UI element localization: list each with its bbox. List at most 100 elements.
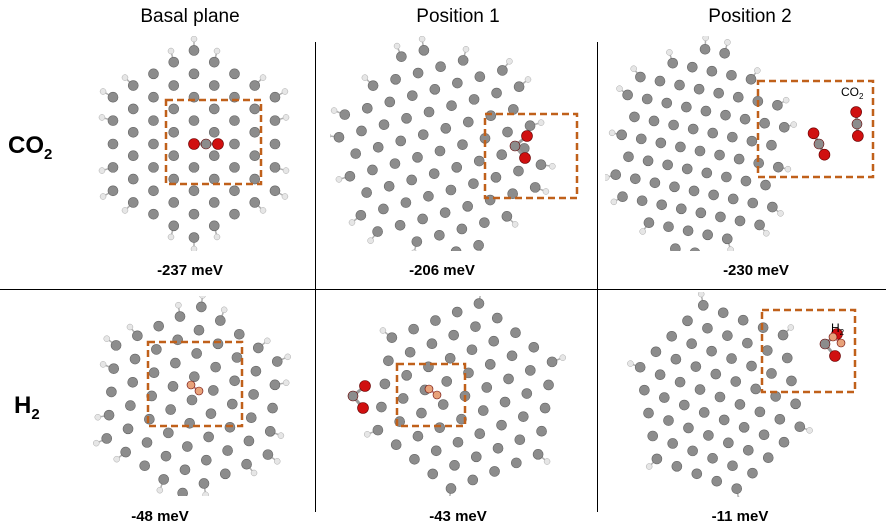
carbon-atom <box>663 221 674 233</box>
carbon-atom <box>372 424 384 436</box>
panel-co2-position-1 <box>330 36 579 251</box>
carbon-atom <box>630 173 641 185</box>
carbon-atom <box>778 436 790 448</box>
carbon-atom <box>428 168 440 179</box>
carbon-atom <box>188 68 200 80</box>
carbon-atom <box>635 71 646 83</box>
carbon-atom <box>484 194 496 206</box>
hydrogen-atom <box>103 335 111 342</box>
carbon-atom <box>707 127 719 139</box>
carbon-atom <box>101 433 113 444</box>
carbon-atom <box>226 398 238 410</box>
carbon-atom <box>484 359 496 370</box>
carbon-atom <box>450 246 462 251</box>
carbon-atom <box>196 301 207 313</box>
carbon-atom <box>165 404 176 415</box>
carbon-atom <box>727 460 738 472</box>
carbon-atom <box>468 178 479 189</box>
carbon-atom <box>407 90 418 101</box>
carbon-atom <box>468 94 480 105</box>
carbon-atom <box>168 80 180 91</box>
hydrogen-atom <box>99 88 107 95</box>
carbon-atom <box>499 396 511 408</box>
carbon-atom <box>727 193 739 205</box>
carbon-atom <box>389 158 401 169</box>
hydrogen-atom <box>379 327 387 334</box>
carbon-atom <box>642 155 654 167</box>
hydrogen-atom <box>281 88 289 95</box>
carbon-atom <box>350 148 362 159</box>
carbon-atom <box>525 365 536 376</box>
hydrogen-atom <box>156 486 164 494</box>
carbon-atom <box>234 328 245 340</box>
carbon-atom <box>760 179 771 191</box>
carbon-atom <box>669 181 680 193</box>
carbon-atom <box>372 226 383 237</box>
carbon-atom <box>406 174 418 186</box>
carbon-atom <box>222 445 233 456</box>
hydrogen-atom <box>259 207 267 214</box>
carbon-atom <box>490 172 502 183</box>
hydrogen-atom <box>126 323 134 331</box>
carbon-atom <box>248 389 259 400</box>
carbon-atom <box>411 236 423 247</box>
carbon-atom <box>210 361 221 373</box>
carbon-atom <box>723 437 734 449</box>
carbon-atom <box>666 330 678 342</box>
carbon-atom <box>356 125 367 137</box>
hydrogen-atom <box>411 249 417 251</box>
carbon-atom <box>518 411 529 422</box>
carbon-atom <box>269 91 281 103</box>
carbon-atom <box>491 87 502 99</box>
carbon-atom <box>193 324 205 336</box>
hydrogen-atom <box>282 379 290 387</box>
carbon-atom <box>129 353 141 365</box>
carbon-atom <box>667 57 679 69</box>
carbon-atom <box>773 161 784 173</box>
carbon-atom <box>383 355 394 367</box>
carbon-atom <box>485 110 497 122</box>
carbon-atom <box>622 89 633 101</box>
carbon-atom <box>198 478 210 489</box>
carbon-atom <box>695 207 707 219</box>
hydrogen-atom <box>605 174 610 181</box>
hydrogen-atom <box>367 237 374 244</box>
carbon-atom <box>401 113 412 124</box>
hydrogen-atom <box>348 219 356 226</box>
carbon-atom <box>148 162 159 173</box>
carbon-atom <box>182 441 193 452</box>
carbon-atom <box>106 386 117 398</box>
carbon-atom <box>390 74 401 85</box>
carbon-atom <box>208 127 220 138</box>
carbon-atom <box>168 56 180 68</box>
carbon-atom <box>367 164 378 176</box>
carbon-atom <box>394 219 406 231</box>
carbon-atom <box>529 182 541 193</box>
carbon-atom <box>208 56 220 68</box>
carbon-atom <box>241 458 252 470</box>
carbon-atom <box>738 422 750 433</box>
hydrogen-atom <box>549 163 556 170</box>
carbon-atom <box>507 188 518 199</box>
carbon-atom <box>481 382 493 393</box>
carbon-atom <box>168 127 180 138</box>
oxygen-atom <box>212 138 224 150</box>
carbon-atom <box>474 428 486 440</box>
carbon-atom <box>168 197 180 208</box>
carbon-atom <box>697 300 709 311</box>
hydrogen-atom <box>98 167 106 174</box>
carbon-atom <box>643 407 654 419</box>
carbon-atom <box>758 429 770 441</box>
carbon-atom <box>163 427 174 439</box>
carbon-atom <box>747 467 758 479</box>
hydrogen-atom <box>418 36 426 43</box>
carbon-atom <box>702 229 713 241</box>
hydrogen-atom <box>511 221 519 228</box>
carbon-atom <box>269 185 281 197</box>
carbon-atom <box>435 61 446 72</box>
energy-co2-position-1: -206 meV <box>409 262 475 279</box>
carbon-atom <box>662 159 673 171</box>
hydrogen-atom <box>202 491 209 496</box>
carbon-atom <box>819 338 831 350</box>
hydrogen-atom <box>724 39 731 46</box>
